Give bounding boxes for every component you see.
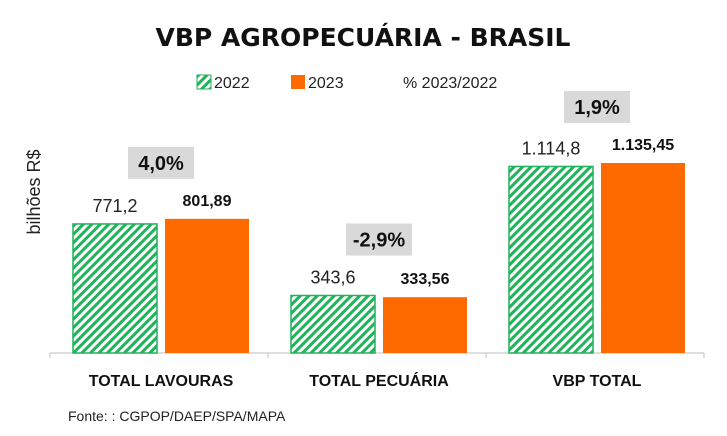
legend-label-pct: % 2023/2022: [403, 75, 497, 92]
plot-area: 771,2 801,89 4,0% TOTAL LAVOURAS 343,6 333,56…: [49, 91, 705, 390]
pct-change-box: [564, 91, 630, 123]
pct-change-label: 4,0%: [138, 153, 184, 175]
pct-change-box: [346, 223, 412, 256]
data-label-2023: 1.135,45: [612, 137, 674, 154]
category-label: VBP TOTAL: [553, 373, 642, 390]
bar-2023: [383, 297, 467, 353]
bar-2022: [72, 223, 158, 354]
source-note: Fonte: : CGPOP/DAEP/SPA/MAPA: [68, 408, 286, 424]
legend-label-2023: 2023: [308, 75, 344, 92]
pct-change-label: -2,9%: [353, 230, 405, 252]
bar-2023: [165, 218, 249, 353]
legend-swatch-2022: [196, 74, 212, 90]
pct-change-box: [128, 146, 194, 179]
chart-title: VBP AGROPECUÁRIA - BRASIL: [155, 23, 570, 52]
data-label-2023: 801,89: [183, 193, 232, 210]
data-label-2022: 1.114,8: [522, 138, 581, 158]
bar-2023: [601, 163, 685, 353]
legend: 2022 2023 % 2023/2022: [196, 74, 497, 92]
data-label-2023: 333,56: [401, 271, 450, 288]
y-axis-label: bilhões R$: [24, 149, 44, 234]
category-label: TOTAL LAVOURAS: [89, 373, 234, 390]
data-label-2022: 343,6: [310, 268, 355, 288]
pct-change-label: 1,9%: [574, 97, 620, 119]
bar-2022: [508, 165, 594, 354]
bar-2022: [290, 294, 376, 354]
data-label-2022: 771,2: [92, 196, 137, 216]
legend-label-2022: 2022: [214, 75, 250, 92]
legend-swatch-2023: [291, 75, 305, 89]
category-label: TOTAL PECUÁRIA: [309, 371, 449, 390]
